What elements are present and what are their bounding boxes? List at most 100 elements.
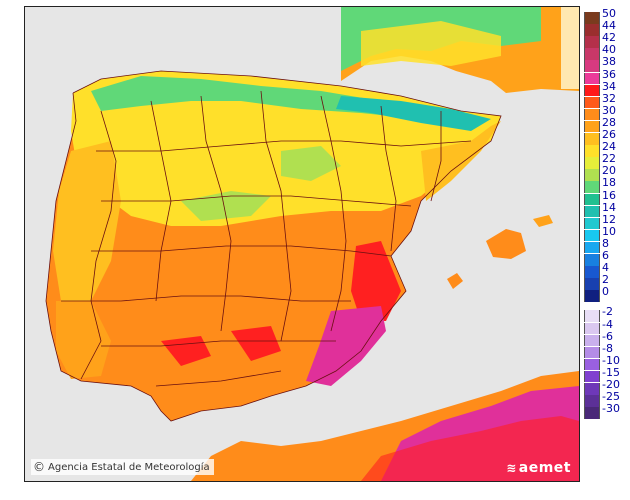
legend-label: -20 [602, 378, 620, 391]
valencia-red [351, 241, 401, 321]
legend-label: 32 [602, 91, 616, 105]
legend-label: -10 [602, 353, 620, 367]
legend-label: 8 [602, 236, 609, 250]
legend-swatch [584, 395, 600, 407]
legend-label: 50 [602, 7, 616, 20]
border-line [91, 245, 392, 257]
andalucia-red-1 [161, 336, 211, 366]
legend-swatch [584, 36, 600, 48]
legend-swatch [584, 334, 600, 347]
border-line [45, 70, 502, 422]
legend-label: -2 [602, 305, 613, 319]
border-line [380, 105, 397, 252]
legend-label: 36 [602, 67, 616, 81]
temperature-legend: 50 44 42 40 38 36 34 32 30 28 26 24 22 20 18 16 14 12 10 8 6… [584, 6, 630, 484]
legend-swatch [584, 266, 600, 278]
brand-text: aemet [518, 460, 571, 476]
pyrenees-teal [336, 96, 491, 131]
map-canvas [25, 7, 579, 481]
legend-swatch [584, 157, 600, 169]
legend-swatch [584, 290, 600, 302]
legend-swatch [584, 133, 600, 145]
brand-logo: ≋ aemet [506, 460, 571, 476]
legend-label: 24 [602, 140, 616, 154]
legend-label: 28 [602, 115, 616, 129]
legend-swatch [584, 229, 600, 242]
copyright-icon: © [33, 460, 45, 474]
legend-label: -4 [602, 317, 613, 331]
legend-swatch [584, 193, 600, 206]
legend-swatch [584, 169, 600, 181]
province-borders [45, 70, 502, 422]
legend-swatch [584, 181, 600, 193]
border-line [320, 95, 347, 332]
legend-label: 10 [602, 224, 616, 238]
legend-swatch [584, 84, 600, 97]
legend-label: 30 [602, 103, 616, 117]
legend-label: -15 [602, 365, 620, 379]
mallorca [486, 229, 526, 259]
legend-swatch [584, 108, 600, 121]
border-line [61, 295, 351, 302]
legend-swatch [584, 96, 600, 109]
border-line [155, 370, 282, 387]
iberian-system-green [281, 146, 341, 181]
legend-swatch [584, 120, 600, 133]
ibiza [447, 273, 463, 289]
legend-swatch [584, 407, 600, 419]
legend-label: 42 [602, 31, 616, 45]
north-africa-red [361, 416, 579, 481]
legend-swatch [584, 241, 600, 254]
legend-swatch [584, 24, 600, 36]
border-line [96, 140, 472, 152]
legend-swatch [584, 72, 600, 85]
legend-swatch [584, 254, 600, 266]
attribution: © Agencia Estatal de Meteorología [31, 459, 214, 475]
legend-swatch [584, 358, 600, 371]
attribution-text: Agencia Estatal de Meteorología [48, 461, 210, 473]
andalucia-red-2 [231, 326, 281, 361]
legend-label: 0 [602, 285, 609, 299]
legend-label: 2 [602, 273, 609, 287]
legend-swatch [584, 60, 600, 72]
border-line [101, 340, 336, 347]
legend-swatch [584, 145, 600, 157]
legend-swatch [584, 48, 600, 60]
legend-swatch [584, 383, 600, 395]
border-line [430, 111, 442, 202]
legend-label: 18 [602, 176, 616, 190]
border-line [260, 90, 292, 342]
legend-label: 26 [602, 128, 616, 141]
legend-label: 34 [602, 79, 616, 93]
aemet-logo-icon: ≋ [506, 461, 517, 475]
legend-label: 22 [602, 152, 616, 166]
legend-label: 38 [602, 55, 616, 69]
portugal-south-orange [56, 301, 111, 379]
france-east-pale [561, 7, 579, 89]
legend-swatch [584, 322, 600, 335]
border-line [80, 110, 117, 380]
murcia-magenta [306, 306, 386, 386]
temperature-map: © Agencia Estatal de Meteorología ≋ aemet [24, 6, 580, 482]
legend-swatch [584, 205, 600, 218]
legend-label: 44 [602, 19, 616, 33]
menorca [533, 215, 553, 227]
legend-swatch [584, 12, 600, 24]
legend-swatch [584, 278, 600, 290]
legend-label: 20 [602, 164, 616, 178]
legend-label: 16 [602, 188, 616, 202]
portugal-west-yellow [53, 141, 121, 301]
legend-label: 40 [602, 43, 616, 57]
legend-label: 6 [602, 249, 609, 262]
cantabrian-green [91, 76, 481, 129]
legend-label: 4 [602, 261, 609, 275]
legend-label: -30 [602, 402, 620, 416]
france-yellow-band [361, 21, 501, 66]
legend-label: -25 [602, 390, 620, 404]
legend-label: 14 [602, 200, 616, 214]
border-line [200, 95, 232, 332]
legend-swatch [584, 346, 600, 359]
legend-swatch [584, 310, 600, 322]
legend-label: -6 [602, 329, 613, 343]
legend-label: -8 [602, 341, 613, 355]
